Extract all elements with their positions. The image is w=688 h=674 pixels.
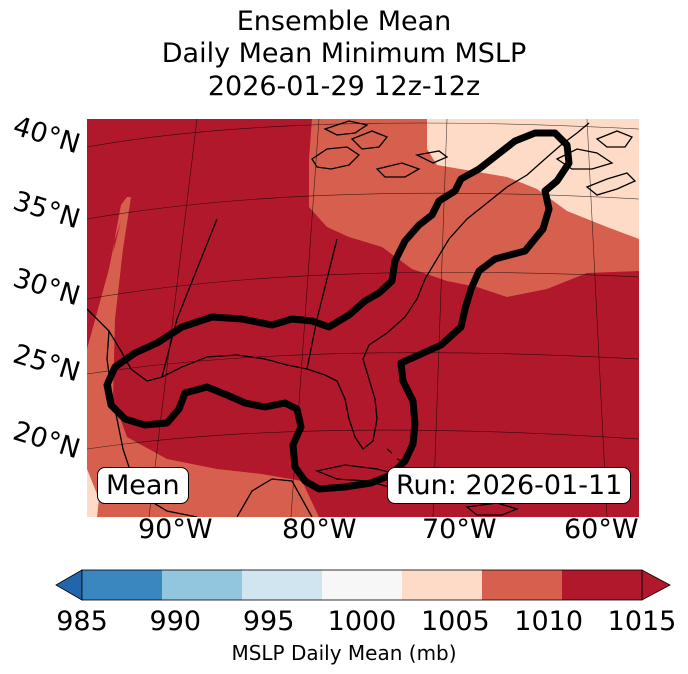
title-line-3: 2026-01-29 12z-12z xyxy=(207,71,481,102)
field-1005-sw-corner xyxy=(87,469,99,517)
colorbar-segment xyxy=(562,570,643,600)
colorbar-over-arrow xyxy=(641,569,671,601)
colorbar xyxy=(55,569,671,601)
title-line-2: Daily Mean Minimum MSLP xyxy=(161,38,527,69)
colorbar-tick-label: 1005 xyxy=(420,606,490,637)
colorbar-segment xyxy=(322,570,403,600)
colorbar-segment xyxy=(402,570,483,600)
colorbar-label: MSLP Daily Mean (mb) xyxy=(231,641,457,665)
lon-label-80w: 80°W xyxy=(282,514,357,545)
colorbar-tick-label: 990 xyxy=(149,606,202,637)
minimum-mslp-contour xyxy=(103,129,573,493)
title-line-1: Ensemble Mean xyxy=(236,6,452,37)
colorbar-tick-label: 1000 xyxy=(327,606,397,637)
colorbar-tick-label: 1015 xyxy=(607,606,677,637)
colorbar-tick-label: 1010 xyxy=(514,606,584,637)
colorbar-segment xyxy=(482,570,563,600)
lon-label-70w: 70°W xyxy=(422,514,497,545)
lon-label-90w: 90°W xyxy=(138,514,213,545)
run-label: Run: 2026-01-11 xyxy=(387,467,632,504)
field-1005-northeast xyxy=(427,119,639,239)
lat-label-30: 30°N xyxy=(9,262,84,313)
colorbar-segment xyxy=(162,570,243,600)
colorbar-segment xyxy=(82,570,163,600)
lon-label-60w: 60°W xyxy=(564,514,639,545)
mslp-map xyxy=(87,119,639,517)
lat-label-20: 20°N xyxy=(9,415,84,466)
panel-label: Mean xyxy=(97,467,189,504)
colorbar-tick-label: 995 xyxy=(242,606,295,637)
colorbar-under-arrow xyxy=(55,569,83,601)
lat-label-35: 35°N xyxy=(9,185,84,236)
lat-label-25: 25°N xyxy=(9,338,84,389)
lat-label-40: 40°N xyxy=(9,110,84,161)
colorbar-tick-label: 985 xyxy=(56,606,108,637)
colorbar-segment xyxy=(242,570,323,600)
